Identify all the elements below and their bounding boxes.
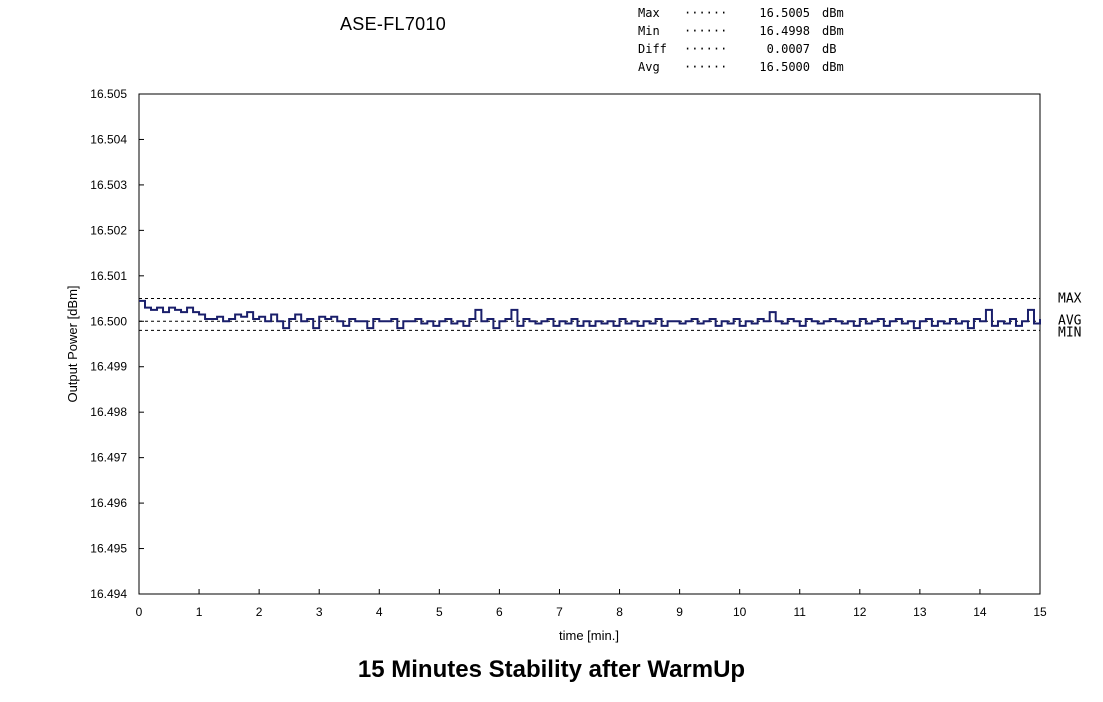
stat-dots: ······ bbox=[684, 60, 728, 74]
stat-dots: ······ bbox=[684, 24, 728, 38]
stat-avg: Avg ······ 16.5000 dBm bbox=[638, 58, 862, 76]
device-title: ASE-FL7010 bbox=[340, 14, 447, 34]
stat-name: Diff bbox=[638, 42, 667, 56]
y-tick-label: 16.500 bbox=[90, 314, 127, 328]
x-tick-label: 9 bbox=[676, 605, 683, 619]
stat-dots: ······ bbox=[684, 42, 728, 56]
stat-max: Max ······ 16.5005 dBm bbox=[638, 4, 862, 22]
reference-label-max: MAX bbox=[1058, 292, 1082, 307]
y-tick-label: 16.498 bbox=[90, 405, 127, 419]
x-tick-label: 11 bbox=[793, 605, 806, 619]
y-tick-label: 16.497 bbox=[90, 451, 127, 465]
y-tick-label: 16.496 bbox=[90, 496, 127, 510]
y-axis-label: Output Power [dBm] bbox=[65, 285, 80, 402]
stat-value: 16.4998 bbox=[759, 24, 810, 38]
stat-name: Min bbox=[638, 24, 660, 38]
stat-unit: dBm bbox=[822, 60, 844, 74]
stat-dots: ······ bbox=[684, 6, 728, 20]
x-tick-label: 5 bbox=[436, 605, 443, 619]
x-tick-label: 10 bbox=[733, 605, 747, 619]
x-axis-label: time [min.] bbox=[559, 628, 619, 643]
x-tick-label: 6 bbox=[496, 605, 503, 619]
stat-min: Min ······ 16.4998 dBm bbox=[638, 22, 862, 40]
x-tick-label: 14 bbox=[973, 605, 987, 619]
stat-value: 16.5000 bbox=[759, 60, 810, 74]
stat-unit: dBm bbox=[822, 6, 844, 20]
y-tick-label: 16.504 bbox=[90, 132, 127, 146]
reference-label-min: MIN bbox=[1058, 325, 1081, 340]
x-tick-label: 4 bbox=[376, 605, 383, 619]
y-tick-label: 16.494 bbox=[90, 587, 127, 601]
stat-value: 16.5005 bbox=[759, 6, 810, 20]
y-tick-label: 16.501 bbox=[90, 269, 127, 283]
x-axis: 0 1 2 3 4 5 6 7 8 9 10 11 12 13 14 15 bbox=[136, 589, 1047, 619]
stat-name: Max bbox=[638, 6, 660, 20]
plot-frame bbox=[138, 93, 1041, 595]
x-tick-label: 1 bbox=[196, 605, 203, 619]
y-tick-label: 16.495 bbox=[90, 542, 127, 556]
y-tick-label: 16.499 bbox=[90, 360, 127, 374]
stat-unit: dB bbox=[822, 42, 837, 56]
stats-panel: Max ······ 16.5005 dBm Min ······ 16.499… bbox=[638, 4, 862, 76]
x-tick-label: 8 bbox=[616, 605, 623, 619]
power-trace bbox=[139, 299, 1041, 330]
x-tick-label: 2 bbox=[256, 605, 263, 619]
x-tick-label: 15 bbox=[1033, 605, 1047, 619]
reference-label-avg: AVG bbox=[1058, 313, 1082, 328]
y-tick-label: 16.505 bbox=[90, 87, 127, 101]
y-tick-label: 16.503 bbox=[90, 178, 127, 192]
y-axis: 16.505 16.504 16.503 16.502 16.501 16.500 16.4… bbox=[90, 87, 144, 601]
stat-value: 0.0007 bbox=[766, 42, 810, 56]
stat-name: Avg bbox=[638, 60, 660, 74]
x-tick-label: 3 bbox=[316, 605, 323, 619]
x-tick-label: 12 bbox=[853, 605, 867, 619]
chart-title: 15 Minutes Stability after WarmUp bbox=[357, 656, 746, 683]
stat-diff: Diff ······ 0.0007 dB bbox=[638, 40, 862, 58]
x-tick-label: 13 bbox=[913, 605, 927, 619]
x-tick-label: 7 bbox=[556, 605, 563, 619]
stat-unit: dBm bbox=[822, 24, 844, 38]
x-tick-label: 0 bbox=[136, 605, 143, 619]
y-tick-label: 16.502 bbox=[90, 223, 127, 237]
